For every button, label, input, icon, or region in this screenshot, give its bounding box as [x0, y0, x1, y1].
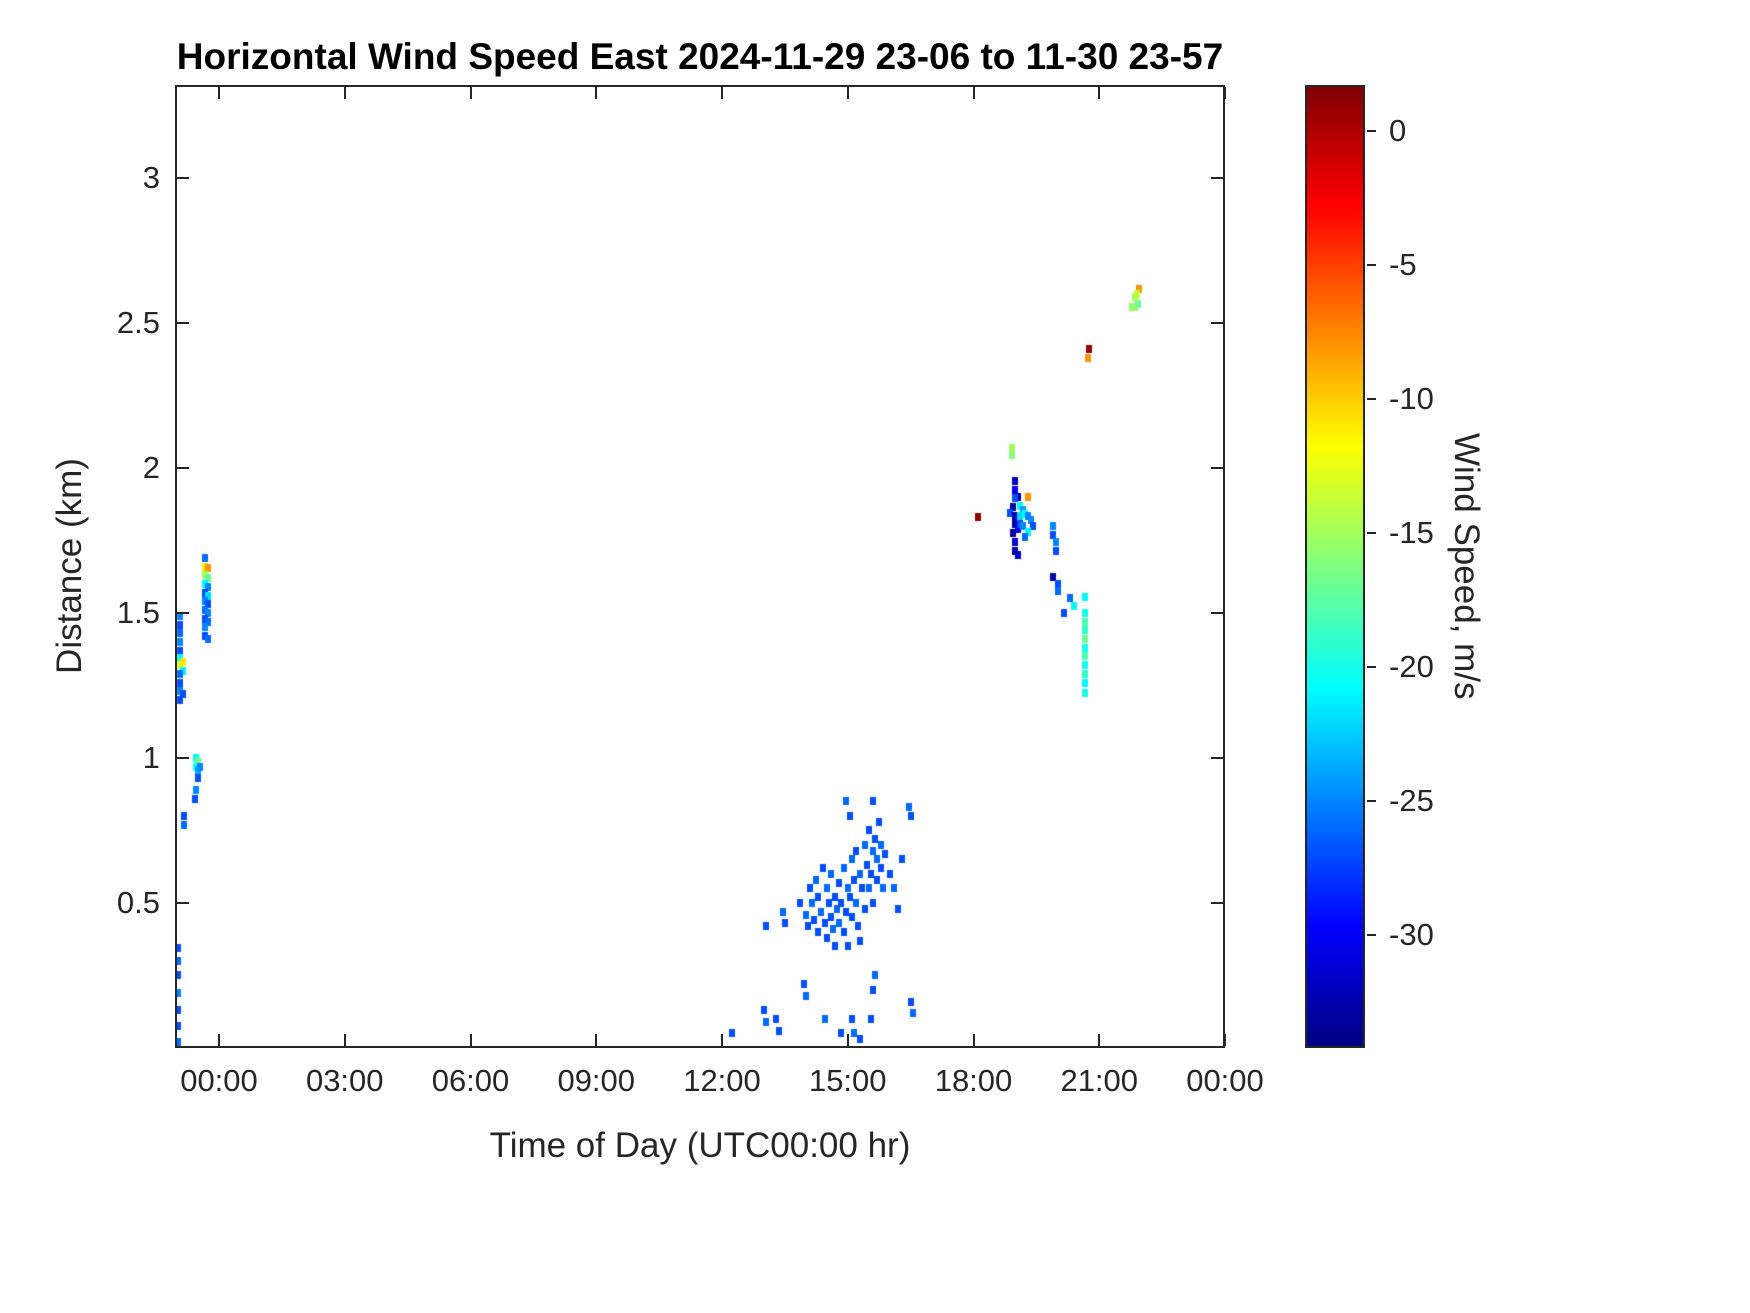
x-tick: [1098, 1034, 1101, 1046]
y-tick: [177, 466, 189, 469]
colorbar-tick-label: -5: [1389, 246, 1417, 282]
x-tick: [846, 1034, 849, 1046]
y-tick-right: [1211, 176, 1223, 179]
x-tick-top: [218, 87, 220, 99]
y-tick: [177, 176, 189, 179]
x-tick-top: [846, 87, 849, 99]
y-tick-label: 0.5: [116, 884, 160, 920]
x-tick-label: 00:00: [180, 1063, 258, 1098]
x-tick-label: 15:00: [808, 1063, 887, 1098]
y-tick-right: [1211, 611, 1223, 614]
y-tick-label: 2.5: [116, 304, 160, 340]
chart-title: Horizontal Wind Speed East 2024-11-29 23…: [176, 36, 1224, 77]
x-tick-label: 06:00: [431, 1063, 510, 1098]
y-tick: [177, 611, 189, 614]
y-tick-label: 1.5: [116, 594, 160, 630]
x-tick: [972, 1034, 975, 1046]
colorbar-tick-label: -30: [1389, 917, 1434, 953]
colorbar-tick: [1367, 263, 1376, 266]
colorbar-tick-label: -10: [1389, 380, 1434, 416]
x-tick-top: [595, 87, 598, 99]
colorbar: [1305, 85, 1365, 1048]
x-tick-label: 18:00: [934, 1063, 1013, 1098]
y-tick-label: 3: [142, 159, 160, 195]
x-tick-top: [1224, 87, 1226, 99]
y-tick: [177, 901, 189, 904]
points-canvas: [175, 85, 1225, 1048]
colorbar-tick-label: -25: [1389, 783, 1434, 819]
x-axis-label: Time of Day (UTC00:00 hr): [489, 1126, 911, 1165]
x-tick-top: [469, 87, 472, 99]
x-tick-top: [721, 87, 723, 99]
y-tick-label: 2: [142, 449, 160, 485]
x-tick: [218, 1034, 220, 1046]
colorbar-tick: [1367, 531, 1376, 534]
y-tick-right: [1211, 901, 1223, 904]
x-tick-top: [972, 87, 975, 99]
colorbar-tick-label: -15: [1389, 514, 1434, 550]
colorbar-tick: [1367, 934, 1376, 937]
colorbar-tick: [1367, 666, 1376, 669]
y-tick: [177, 321, 189, 324]
colorbar-tick: [1367, 397, 1376, 400]
x-tick: [343, 1034, 346, 1046]
x-tick: [721, 1034, 723, 1046]
x-tick: [1224, 1034, 1226, 1046]
x-tick-label: 21:00: [1060, 1063, 1139, 1098]
y-tick: [177, 756, 189, 759]
y-tick-right: [1211, 756, 1223, 759]
y-axis-label: Distance (km): [50, 458, 89, 674]
x-tick: [469, 1034, 472, 1046]
colorbar-tick-label: 0: [1389, 112, 1407, 148]
x-tick-label: 03:00: [305, 1063, 384, 1098]
y-tick-label: 1: [142, 739, 160, 775]
x-tick-top: [1098, 87, 1101, 99]
x-tick-label: 12:00: [683, 1063, 761, 1098]
x-tick: [595, 1034, 598, 1046]
y-tick-right: [1211, 466, 1223, 469]
colorbar-tick: [1367, 129, 1376, 132]
y-tick-right: [1211, 321, 1223, 324]
colorbar-canvas: [1305, 85, 1365, 1048]
x-tick-label: 09:00: [557, 1063, 636, 1098]
colorbar-tick: [1367, 800, 1376, 803]
colorbar-tick-label: -20: [1389, 649, 1434, 685]
x-tick-label: 00:00: [1186, 1063, 1264, 1098]
x-tick-top: [343, 87, 346, 99]
plot-area: [175, 85, 1225, 1048]
colorbar-label: Wind Speed, m/s: [1447, 433, 1486, 700]
